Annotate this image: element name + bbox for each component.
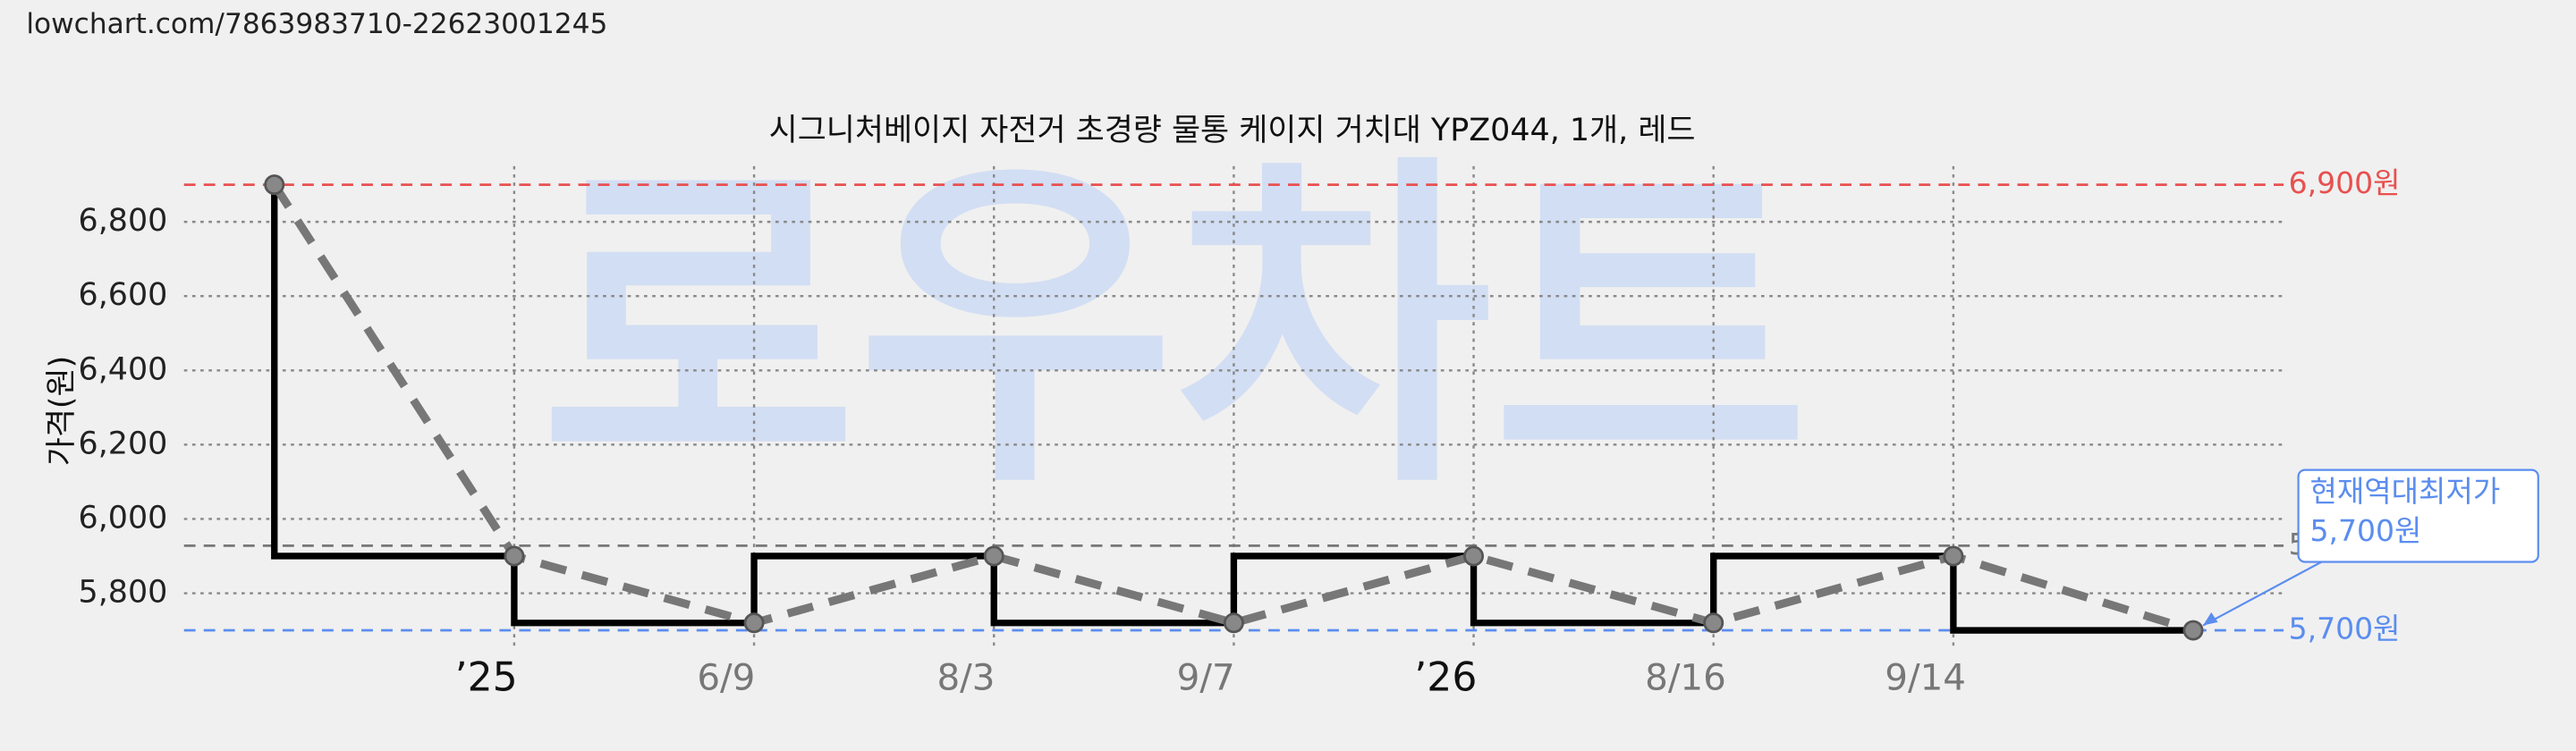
chart-title: 시그니처베이지 자전거 초경량 물통 케이지 거치대 YPZ044, 1개, 레… xyxy=(769,113,1696,148)
x-tick-label: 8/3 xyxy=(936,656,995,699)
point-marker xyxy=(504,545,525,567)
y-axis-label: 가격(원) xyxy=(44,356,80,466)
point-marker xyxy=(2182,620,2204,641)
x-tick-label: 8/16 xyxy=(1645,656,1726,699)
annotation-box xyxy=(2297,468,2539,563)
x-tick-label: ’25 xyxy=(455,655,518,701)
point-marker xyxy=(743,612,765,634)
point-marker xyxy=(264,174,285,196)
x-tick-label: 6/9 xyxy=(697,656,755,699)
annotation-text: 5,700원 xyxy=(2309,513,2421,548)
annotation-arrowhead xyxy=(2203,612,2218,626)
y-tick-label: 5,800 xyxy=(79,575,168,611)
x-tick-label: ’26 xyxy=(1414,655,1477,701)
watermark: 로우차트 xyxy=(540,128,1809,529)
annotation-text: 현재역대최저가 xyxy=(2309,474,2500,509)
point-marker xyxy=(1703,612,1724,634)
x-tick-label: 9/14 xyxy=(1885,656,1966,699)
point-marker xyxy=(1223,612,1244,634)
point-marker xyxy=(1943,545,1964,567)
point-marker xyxy=(983,545,1004,567)
reference-label: 5,700원 xyxy=(2289,612,2401,646)
y-tick-label: 6,400 xyxy=(79,351,168,387)
y-tick-label: 6,800 xyxy=(79,203,168,239)
y-tick-label: 6,600 xyxy=(79,277,168,313)
annotation-arrow xyxy=(2202,559,2326,627)
y-tick-label: 6,200 xyxy=(79,426,168,461)
y-tick-label: 6,000 xyxy=(79,500,168,536)
trend-line xyxy=(270,182,2195,635)
url: lowchart.com/7863983710-22623001245 xyxy=(26,8,607,40)
x-tick-label: 9/7 xyxy=(1177,656,1235,699)
reference-label: 6,900원 xyxy=(2289,165,2401,200)
point-marker xyxy=(1463,545,1485,567)
